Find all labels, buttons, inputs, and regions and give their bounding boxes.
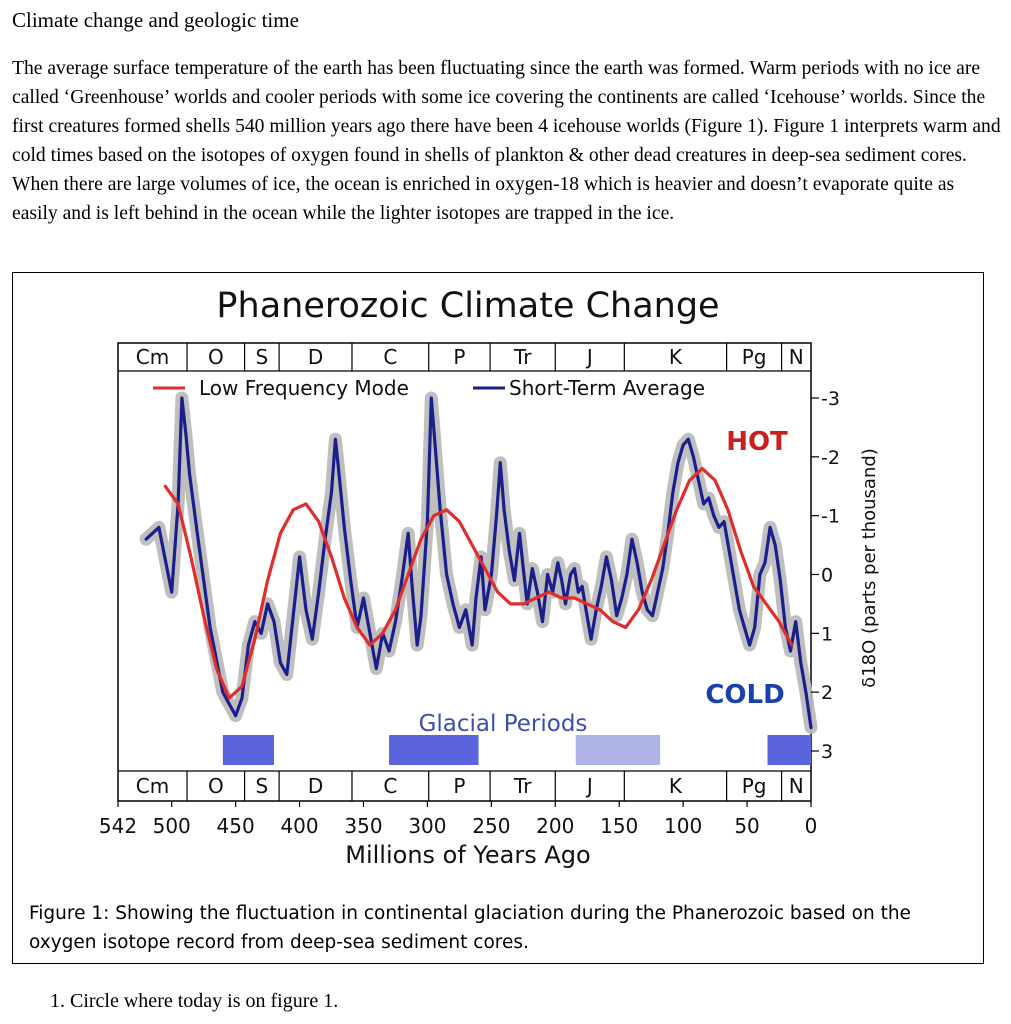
glacial-periods [222,735,811,765]
chart-legend: Low Frequency Mode Short-Term Average [153,376,705,400]
series-low-frequency-mode [163,467,794,700]
document-title: Climate change and geologic time [12,8,299,32]
intro-paragraph: The average surface temperature of the e… [12,58,1001,224]
top-period-s: S [255,345,268,369]
y-tick-label--1: -1 [821,506,840,528]
glacial-period-1 [222,735,274,765]
y-tick-label--3: -3 [821,388,840,410]
legend-label-low-frequency: Low Frequency Mode [199,376,409,400]
bottom-period-s: S [255,774,268,798]
y-tick-label-1: 1 [821,623,833,645]
y-axis-label: δ18O (parts per thousand) [859,448,880,688]
top-period-n: N [789,345,804,369]
chart-series [144,396,813,730]
figure-1: Phanerozoic Climate Change Cm O S D C P Tr J K Pg… [12,272,984,964]
bottom-period-k: K [669,774,683,798]
glacial-periods-label: Glacial Periods [419,711,588,737]
glacial-period-3 [575,735,661,765]
bottom-period-bar: Cm O S D C P Tr J K Pg N [136,771,804,801]
figure-caption: Figure 1: Showing the fluctuation in con… [29,903,911,953]
x-tick-label-542: 542 [99,814,137,838]
x-tick-label-0: 0 [805,814,818,838]
bottom-period-pg: Pg [742,774,767,798]
top-period-tr: Tr [513,345,532,369]
y-axis: -3 -2 -1 0 1 2 3 [811,388,840,763]
x-tick-label-150: 150 [600,814,638,838]
bottom-period-cm: Cm [136,774,169,798]
glacial-period-4 [767,735,811,765]
x-tick-label-450: 450 [217,814,255,838]
bottom-period-d: D [308,774,323,798]
bottom-period-tr: Tr [513,774,532,798]
top-period-p: P [453,345,465,369]
x-tick-label-200: 200 [536,814,574,838]
question-1: 1. Circle where today is on figure 1. [50,990,339,1012]
x-tick-label-250: 250 [472,814,510,838]
y-tick-label--2: -2 [821,447,840,469]
chart-title: Phanerozoic Climate Change [216,286,719,326]
x-tick-label-100: 100 [664,814,702,838]
legend-label-short-term: Short-Term Average [509,376,705,400]
x-axis-label: Millions of Years Ago [345,841,590,869]
x-tick-label-500: 500 [153,814,191,838]
bottom-period-p: P [453,774,465,798]
top-period-k: K [669,345,683,369]
top-period-bar: Cm O S D C P Tr J K Pg N [136,343,804,371]
series-short-term-average [144,396,813,730]
x-tick-label-50: 50 [734,814,759,838]
top-period-pg: Pg [742,345,767,369]
bottom-period-o: O [208,774,224,798]
x-tick-label-400: 400 [280,814,318,838]
bottom-period-n: N [789,774,804,798]
top-period-c: C [383,345,397,369]
bottom-period-j: J [585,774,593,798]
plot-frame [117,342,812,802]
y-tick-label-0: 0 [821,565,833,587]
phanerozoic-climate-chart: Phanerozoic Climate Change Cm O S D C P Tr J K Pg… [99,286,880,869]
y-tick-label-3: 3 [821,741,833,763]
x-tick-label-300: 300 [408,814,446,838]
top-period-cm: Cm [136,345,169,369]
x-axis: 542 500 450 400 350 300 250 200 150 100 50 0 [99,801,817,838]
y-tick-label-2: 2 [821,682,833,704]
x-tick-label-350: 350 [344,814,382,838]
bottom-period-c: C [383,774,397,798]
glacial-period-2 [389,735,479,765]
top-period-j: J [585,345,593,369]
top-period-d: D [308,345,323,369]
top-period-o: O [208,345,224,369]
cold-annotation: COLD [705,680,784,710]
hot-annotation: HOT [726,427,788,457]
